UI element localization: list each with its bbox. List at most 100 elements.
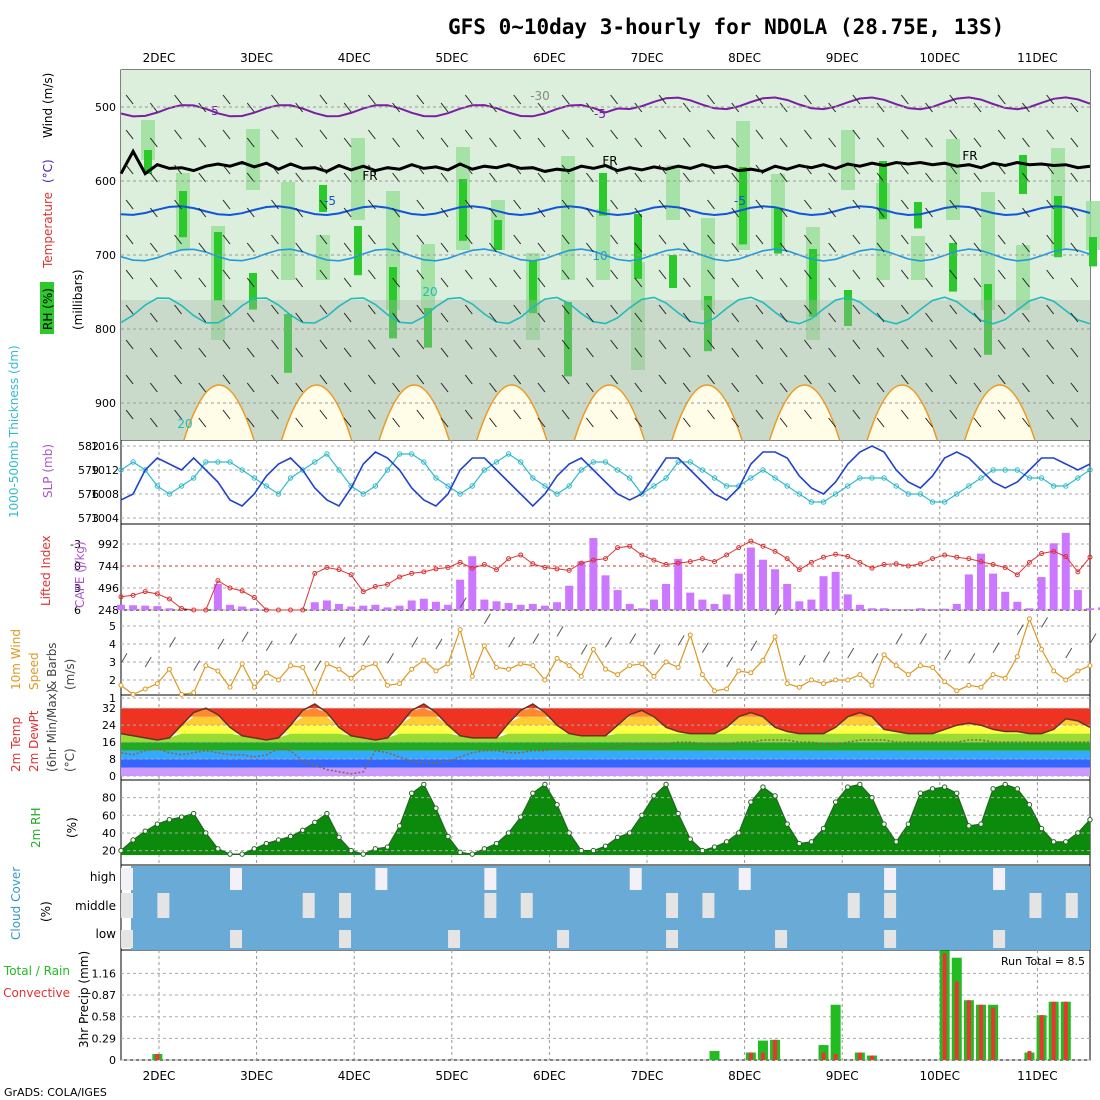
wind-speed-point	[275, 677, 281, 683]
thickness-point	[869, 475, 875, 481]
thickness-point	[142, 467, 148, 473]
wind-speed-point	[663, 659, 669, 665]
wind-speed-point	[154, 681, 160, 687]
wind-barb	[367, 94, 376, 105]
wind-barb	[658, 234, 667, 245]
cape-bar	[892, 609, 901, 610]
wind-barb	[222, 129, 231, 140]
cape-bar	[758, 559, 767, 610]
precip-convective-bar	[978, 1004, 983, 1060]
cloud-middle-cell	[302, 893, 315, 918]
wind-barb	[755, 94, 764, 105]
wind-barb	[174, 199, 182, 210]
wind-barb	[343, 137, 352, 148]
cape-bar	[916, 608, 925, 610]
wind-barb	[416, 164, 425, 175]
wind-barb	[271, 409, 279, 420]
cape-bar	[322, 600, 331, 610]
rh-point	[287, 833, 294, 840]
run-total-label: Run Total = 8.5	[1001, 955, 1085, 968]
wind-speed-point	[845, 677, 851, 683]
wind-barb	[174, 304, 182, 315]
temperature-line	[120, 703, 1091, 741]
cloud-high-cell	[629, 868, 642, 890]
wind-barb	[561, 199, 570, 210]
thickness-point	[481, 467, 488, 473]
wind-tick: 1	[109, 692, 116, 705]
wind-barb	[125, 94, 134, 105]
precip-convective-bar	[155, 1054, 160, 1060]
wind-barb	[464, 234, 473, 245]
wind-barb	[295, 207, 304, 218]
wind-barb	[925, 137, 933, 148]
wind-speed-point	[590, 646, 596, 652]
wind-barb	[610, 94, 619, 105]
wind-barb	[949, 339, 958, 350]
wind-barb	[900, 304, 909, 315]
wind-barb	[125, 374, 134, 385]
lifted-index-point	[312, 570, 318, 576]
date-label-top: 7DEC	[631, 51, 664, 65]
rh-cell	[666, 165, 680, 220]
wind-speed-point	[336, 666, 342, 672]
wind-barb	[828, 172, 837, 183]
rh-point	[263, 840, 270, 847]
cape-bar	[226, 604, 235, 610]
thickness-point	[505, 451, 512, 457]
wind-barb	[876, 382, 885, 393]
rh-cell	[911, 236, 925, 280]
wind-speed-point	[263, 670, 269, 676]
wind-barb	[246, 277, 255, 288]
cape-bar	[637, 608, 646, 610]
wind-barb	[658, 164, 667, 175]
slp-tick: 1004	[91, 512, 119, 525]
temperature-band-4	[121, 733, 1090, 743]
pressure-tick: 900	[95, 397, 116, 410]
wind-tick: 3	[109, 656, 116, 669]
thickness-point	[687, 459, 693, 465]
wind-speed-point	[542, 677, 548, 683]
wind-speed-point	[869, 682, 875, 688]
precip-tick: 0.58	[92, 1011, 117, 1024]
wind-barb	[125, 409, 134, 420]
thickness-point	[929, 499, 936, 505]
surface-wind-barb	[629, 633, 637, 644]
rh-point	[384, 844, 391, 850]
thickness-point	[1050, 483, 1057, 489]
wind-barb	[1022, 382, 1030, 393]
thickness-point	[881, 475, 887, 481]
wind-barb	[585, 137, 594, 148]
rh-point	[1026, 802, 1033, 808]
surface-wind-barb	[871, 653, 879, 664]
cloud-high-cell	[993, 868, 1006, 890]
wind-barb	[367, 339, 376, 350]
thickness-point	[263, 483, 270, 489]
thickness-point	[723, 483, 730, 489]
thickness-point	[203, 459, 209, 465]
surface-wind-barb	[774, 604, 782, 616]
rh-cell	[561, 156, 575, 280]
precip-convective-bar	[1051, 1001, 1056, 1060]
wind-barb	[997, 129, 1006, 140]
surface-wind-barb	[580, 644, 588, 655]
thickness-point	[251, 475, 257, 481]
rh-point	[469, 851, 475, 857]
cloud-high-cell	[484, 868, 497, 890]
wind-barb	[779, 137, 788, 148]
wind-barb	[828, 382, 837, 393]
lifted-index-point	[530, 561, 536, 567]
wind-barb	[464, 269, 473, 280]
wind-barb	[1022, 102, 1030, 113]
thickness-point	[1087, 467, 1093, 473]
lifted-index-point	[930, 556, 936, 562]
wind-axis-label: Speed	[27, 652, 41, 690]
rh-point	[481, 846, 488, 852]
rh-cell	[669, 255, 677, 288]
cloud-middle-cell	[702, 893, 715, 918]
lifted-index-point	[833, 551, 839, 557]
wind-speed-point	[1026, 616, 1032, 622]
wind-barb	[537, 277, 546, 288]
wind-speed-point	[796, 684, 802, 690]
rh-point	[590, 847, 597, 854]
wind-speed-point	[639, 661, 645, 667]
